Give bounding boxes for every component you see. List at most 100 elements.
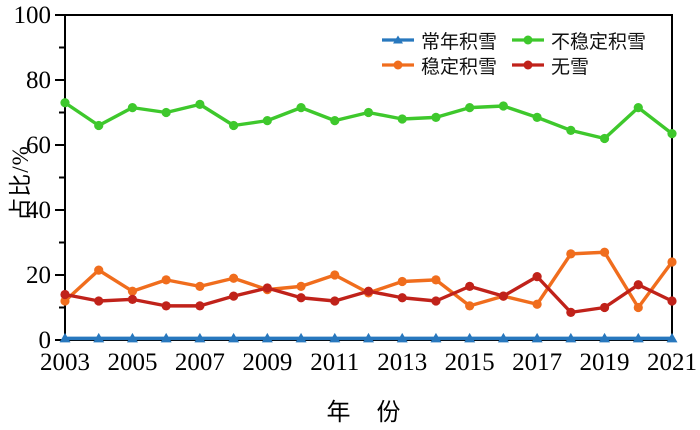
series-marker-triangle-icon — [261, 332, 273, 343]
series-marker-circle-icon — [60, 296, 70, 306]
series-marker-circle-icon — [397, 293, 407, 303]
series-marker-triangle-icon — [126, 332, 138, 343]
x-tick-label: 2007 — [175, 349, 225, 376]
legend-marker-icon — [512, 35, 545, 45]
legend: 常年积雪 不稳定积雪稳定积雪 无雪 — [381, 29, 647, 78]
series-marker-triangle-icon — [565, 332, 577, 343]
series-marker-circle-icon — [296, 281, 306, 291]
series-marker-circle-icon — [127, 103, 138, 113]
series-marker-circle-icon — [498, 101, 508, 111]
series-marker-circle-icon — [465, 103, 475, 113]
series-marker-circle-icon — [667, 296, 677, 306]
series-marker-circle-icon — [229, 273, 239, 283]
x-tick-label: 2003 — [40, 349, 90, 376]
series-marker-circle-icon — [431, 275, 441, 285]
x-tick-label: 2013 — [377, 349, 427, 376]
series-marker-triangle-icon — [93, 332, 105, 343]
x-tick-label: 2017 — [512, 349, 562, 376]
series-marker-circle-icon — [330, 296, 340, 306]
series-marker-circle-icon — [633, 103, 643, 113]
series-marker-triangle-icon — [160, 332, 172, 343]
legend-item: 不稳定积雪 — [511, 29, 647, 53]
series-marker-circle-icon — [161, 107, 171, 118]
series-marker-triangle-icon — [228, 332, 240, 343]
series-marker-triangle-icon — [430, 332, 442, 343]
series-marker-triangle-icon — [396, 332, 408, 343]
series-marker-circle-icon — [229, 120, 239, 131]
series-marker-circle-icon — [330, 116, 340, 126]
series-marker-triangle-icon — [666, 332, 678, 343]
series-marker-circle-icon — [94, 120, 104, 131]
series-marker-circle-icon — [60, 98, 70, 108]
legend-label: 稳定积雪 — [421, 56, 498, 78]
series-marker-circle-icon — [431, 296, 441, 306]
x-tick-label: 2011 — [310, 349, 359, 376]
series-marker-circle-icon — [599, 302, 610, 313]
series-marker-triangle-icon — [464, 332, 476, 343]
series-marker-triangle-icon — [497, 332, 509, 343]
legend-item: 常年积雪 — [381, 29, 498, 53]
series-marker-circle-icon — [229, 291, 239, 301]
y-tick-label: 0 — [39, 327, 52, 354]
series-marker-circle-icon — [633, 302, 643, 313]
y-axis-title: 占比/% — [8, 145, 33, 221]
series-marker-triangle-icon — [295, 332, 307, 343]
series-marker-triangle-icon — [599, 332, 611, 343]
series-marker-circle-icon — [363, 107, 374, 118]
legend-label: 常年积雪 — [421, 31, 498, 53]
series-marker-circle-icon — [566, 125, 576, 135]
series-marker-circle-icon — [566, 249, 576, 259]
series-marker-circle-icon — [161, 275, 171, 285]
legend-item: 稳定积雪 — [381, 54, 498, 78]
legend-label: 无雪 — [551, 56, 590, 78]
series-marker-circle-icon — [566, 307, 576, 317]
x-axis-title: 年 份 — [326, 400, 411, 426]
series-marker-circle-icon — [296, 103, 306, 113]
x-tick-label: 2005 — [107, 349, 157, 376]
series-marker-circle-icon — [599, 247, 610, 257]
legend-marker-icon — [382, 35, 414, 44]
series-marker-circle-icon — [633, 280, 643, 290]
series-marker-triangle-icon — [531, 332, 543, 343]
x-tick-label: 2019 — [580, 349, 630, 376]
series-marker-circle-icon — [262, 116, 272, 126]
series-marker-triangle-icon — [194, 332, 206, 343]
series-line — [63, 250, 674, 310]
series-marker-circle-icon — [195, 281, 205, 291]
series-marker-circle-icon — [94, 296, 104, 306]
series-marker-circle-icon — [262, 283, 272, 293]
series-marker-triangle-icon — [329, 332, 341, 343]
series-marker-circle-icon — [465, 301, 475, 311]
legend-label: 不稳定积雪 — [551, 31, 647, 53]
series-marker-triangle-icon — [632, 332, 644, 343]
series-marker-circle-icon — [195, 99, 205, 109]
x-tick-label: 2015 — [445, 349, 495, 376]
series-marker-circle-icon — [127, 294, 138, 304]
y-tick-label: 40 — [26, 197, 51, 224]
legend-marker-icon — [512, 60, 545, 70]
y-tick-label: 20 — [26, 262, 51, 289]
series-marker-circle-icon — [532, 272, 542, 282]
series-marker-circle-icon — [532, 299, 542, 309]
series-marker-triangle-icon — [363, 332, 374, 343]
series-marker-circle-icon — [296, 293, 306, 303]
series-marker-circle-icon — [161, 301, 171, 311]
legend-marker-icon — [382, 60, 414, 70]
y-tick-label: 100 — [14, 2, 52, 29]
legend-item: 无雪 — [511, 54, 646, 78]
series-marker-circle-icon — [363, 286, 374, 296]
series-marker-circle-icon — [431, 112, 441, 122]
series-marker-circle-icon — [195, 301, 205, 311]
series-marker-circle-icon — [532, 112, 542, 122]
series-marker-circle-icon — [60, 289, 70, 300]
series-marker-circle-icon — [599, 133, 610, 144]
series-marker-circle-icon — [127, 286, 138, 296]
series-marker-circle-icon — [498, 291, 508, 301]
x-tick-label: 2021 — [647, 349, 697, 376]
series-marker-circle-icon — [667, 257, 677, 267]
series-marker-circle-icon — [465, 281, 475, 291]
series-marker-triangle-icon — [59, 332, 71, 343]
series-marker-circle-icon — [667, 129, 677, 139]
